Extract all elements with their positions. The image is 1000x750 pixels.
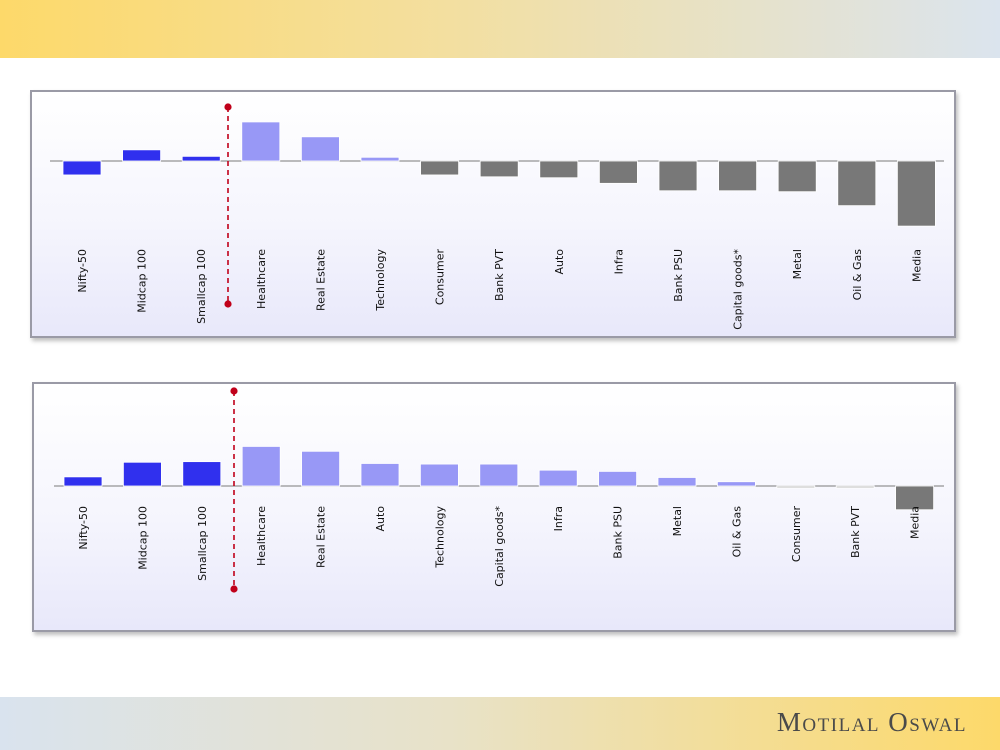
bar-smallcap-100 bbox=[181, 155, 221, 162]
bar-bank-psu bbox=[658, 160, 698, 192]
category-label: Auto bbox=[374, 506, 387, 532]
category-label: Infra bbox=[552, 506, 565, 531]
bar-technology bbox=[419, 463, 459, 487]
bar-infra bbox=[599, 160, 638, 184]
category-label: Healthcare bbox=[255, 506, 268, 566]
category-label: Capital goods* bbox=[493, 506, 506, 587]
bar-healthcare bbox=[241, 121, 281, 162]
bar-media bbox=[897, 160, 936, 227]
category-label: Midcap 100 bbox=[136, 506, 149, 570]
bar-bank-pvt bbox=[835, 485, 875, 489]
sector-returns-chart-2: Nifty-50 Midcap 100 Smallcap 100 Healthcare… bbox=[32, 382, 956, 632]
bar-bank-pvt bbox=[479, 160, 519, 178]
footer-band bbox=[0, 697, 1000, 750]
bar-metal bbox=[657, 477, 697, 487]
bar-capital-goods- bbox=[718, 160, 757, 192]
bar-infra bbox=[538, 469, 578, 487]
category-label: Consumer bbox=[790, 506, 803, 563]
category-label: Nifty-50 bbox=[76, 249, 89, 293]
category-label: Midcap 100 bbox=[136, 249, 149, 313]
category-label: Smallcap 100 bbox=[196, 506, 209, 581]
category-label: Metal bbox=[791, 249, 804, 279]
divider-bottom-dot bbox=[230, 585, 238, 593]
bar-real-estate bbox=[301, 450, 341, 487]
category-label: Smallcap 100 bbox=[195, 249, 208, 324]
bar-healthcare bbox=[241, 446, 281, 487]
bar-media bbox=[895, 485, 934, 511]
category-label: Healthcare bbox=[255, 249, 268, 309]
bar-oil-gas bbox=[717, 481, 756, 487]
divider-top-dot bbox=[224, 103, 232, 111]
category-label: Oil & Gas bbox=[851, 249, 864, 301]
category-label: Metal bbox=[671, 506, 684, 536]
category-label: Oil & Gas bbox=[730, 506, 743, 558]
chart-2-svg: Nifty-50 Midcap 100 Smallcap 100 Healthcare… bbox=[54, 387, 944, 593]
bar-smallcap-100 bbox=[182, 461, 222, 487]
bar-midcap-100 bbox=[122, 149, 161, 162]
category-label: Bank PVT bbox=[849, 506, 862, 558]
category-label: Nifty-50 bbox=[77, 506, 90, 550]
category-label: Bank PSU bbox=[612, 506, 625, 559]
category-label: Consumer bbox=[434, 249, 447, 306]
bar-nifty-50 bbox=[63, 476, 103, 487]
category-label: Technology bbox=[433, 506, 446, 569]
category-label: Media bbox=[909, 506, 922, 539]
bar-bank-psu bbox=[598, 470, 637, 487]
category-label: Real Estate bbox=[314, 249, 327, 311]
bar-nifty-50 bbox=[62, 160, 102, 176]
bar-auto bbox=[360, 463, 400, 487]
header-band bbox=[0, 0, 1000, 58]
category-label: Bank PSU bbox=[672, 249, 685, 302]
bar-oil-gas bbox=[837, 160, 877, 207]
category-label: Bank PVT bbox=[493, 249, 506, 301]
bar-real-estate bbox=[300, 136, 340, 162]
category-label: Media bbox=[910, 249, 923, 282]
bar-consumer bbox=[776, 485, 816, 489]
bar-consumer bbox=[420, 160, 460, 176]
divider-top-dot bbox=[230, 387, 238, 395]
brand-logo-text: Motilal Oswal bbox=[776, 707, 967, 737]
category-label: Infra bbox=[612, 249, 625, 274]
category-label: Technology bbox=[374, 249, 387, 312]
bar-metal bbox=[777, 160, 817, 193]
bar-midcap-100 bbox=[123, 461, 162, 487]
bar-auto bbox=[539, 160, 579, 179]
category-label: Auto bbox=[553, 249, 566, 275]
sector-returns-chart-1: Nifty-50 Midcap 100 Smallcap 100 Healthcare… bbox=[30, 90, 956, 338]
category-label: Real Estate bbox=[315, 506, 328, 568]
category-label: Capital goods* bbox=[732, 249, 745, 330]
bar-capital-goods- bbox=[479, 463, 519, 487]
bar-technology bbox=[360, 156, 400, 162]
divider-bottom-dot bbox=[224, 300, 232, 308]
chart-1-svg: Nifty-50 Midcap 100 Smallcap 100 Healthcare… bbox=[50, 103, 944, 330]
